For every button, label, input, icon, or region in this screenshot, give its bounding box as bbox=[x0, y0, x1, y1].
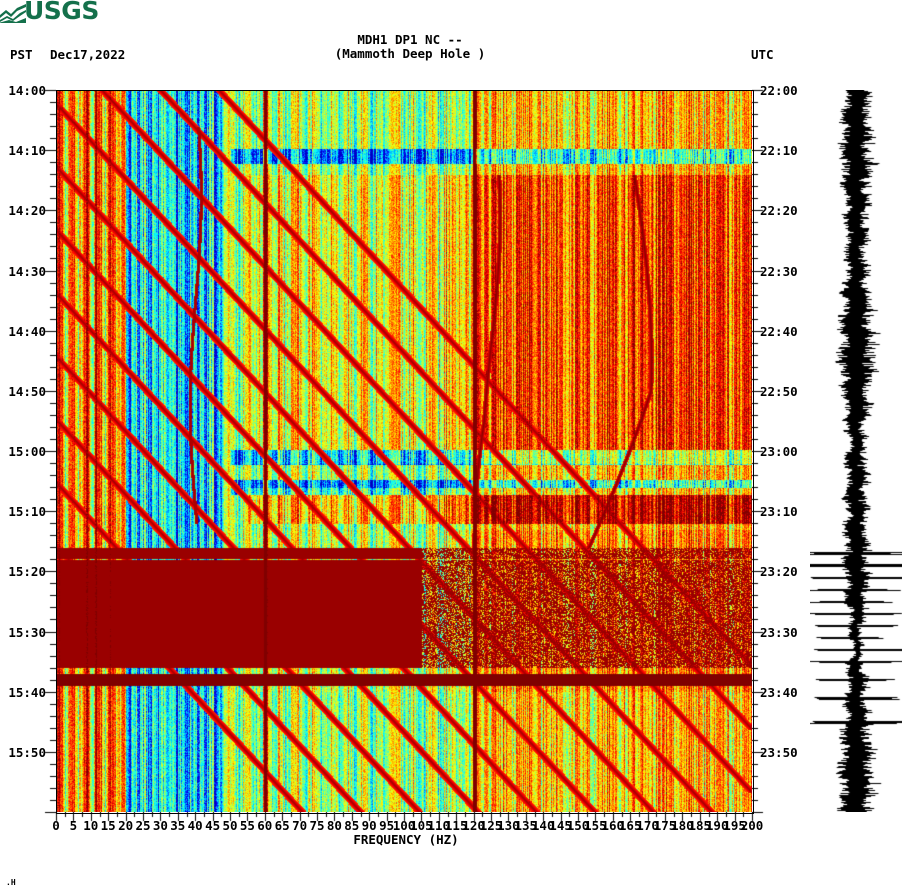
freq-tick-40: 200 bbox=[740, 818, 764, 833]
time-tick-right-1: 22:10 bbox=[760, 143, 798, 159]
freq-tick-7: 35 bbox=[170, 818, 186, 833]
time-tick-left-5: 14:50 bbox=[8, 383, 46, 399]
freq-tick-14: 70 bbox=[292, 818, 308, 833]
freq-tick-6: 30 bbox=[152, 818, 168, 833]
freq-tick-10: 50 bbox=[222, 818, 238, 833]
time-tick-right-2: 22:20 bbox=[760, 203, 798, 219]
time-tick-left-10: 15:40 bbox=[8, 684, 46, 700]
time-tick-left-0: 14:00 bbox=[8, 83, 46, 98]
freq-tick-18: 90 bbox=[361, 818, 377, 833]
freq-tick-39: 195 bbox=[723, 818, 746, 833]
station-subtitle: (Mammoth Deep Hole ) bbox=[334, 46, 486, 61]
freq-tick-33: 165 bbox=[618, 818, 642, 833]
freq-tick-15: 75 bbox=[309, 818, 325, 833]
freq-tick-24: 120 bbox=[462, 818, 485, 833]
timezone-label-right: UTC bbox=[751, 47, 774, 62]
freq-tick-30: 150 bbox=[566, 818, 590, 833]
freq-tick-12: 60 bbox=[257, 818, 273, 833]
freq-tick-38: 190 bbox=[705, 818, 729, 833]
time-tick-right-0: 22:00 bbox=[760, 83, 798, 98]
station-title: MDH1 DP1 NC -- bbox=[357, 32, 463, 47]
usgs-logo: USGS bbox=[0, 0, 99, 26]
freq-tick-36: 180 bbox=[671, 818, 694, 833]
time-tick-left-1: 14:10 bbox=[8, 143, 46, 159]
time-tick-right-6: 23:00 bbox=[760, 444, 798, 459]
time-axis-right-labels: 22:00 22:10 22:20 22:30 22:40 22:50 23:00 23:10… bbox=[760, 0, 820, 893]
time-tick-left-7: 15:10 bbox=[8, 504, 46, 520]
freq-tick-3: 15 bbox=[100, 818, 116, 833]
corner-artifact: .H bbox=[6, 878, 16, 887]
freq-tick-31: 155 bbox=[584, 818, 607, 833]
freq-tick-37: 185 bbox=[688, 818, 712, 833]
freq-tick-9: 45 bbox=[205, 818, 221, 833]
timezone-label-left: PST bbox=[10, 47, 33, 62]
freq-tick-26: 130 bbox=[497, 818, 520, 833]
time-tick-left-3: 14:30 bbox=[8, 263, 46, 279]
freq-tick-13: 65 bbox=[274, 818, 290, 833]
time-tick-right-8: 23:20 bbox=[760, 564, 798, 580]
time-tick-left-2: 14:20 bbox=[8, 203, 46, 219]
freq-tick-28: 140 bbox=[531, 818, 555, 833]
freq-tick-16: 80 bbox=[326, 818, 342, 833]
freq-tick-35: 175 bbox=[653, 818, 677, 833]
freq-tick-22: 110 bbox=[427, 818, 451, 833]
time-tick-left-8: 15:20 bbox=[8, 564, 46, 580]
freq-tick-2: 10 bbox=[83, 818, 99, 833]
frequency-axis-title: FREQUENCY (HZ) bbox=[353, 832, 459, 847]
time-tick-left-6: 15:00 bbox=[8, 444, 46, 459]
freq-tick-32: 160 bbox=[601, 818, 625, 833]
seismogram-canvas bbox=[810, 90, 902, 812]
freq-tick-23: 115 bbox=[444, 818, 468, 833]
freq-tick-1: 5 bbox=[69, 818, 78, 833]
usgs-wave-icon bbox=[0, 1, 26, 23]
time-tick-left-9: 15:30 bbox=[8, 624, 46, 640]
freq-tick-5: 25 bbox=[135, 818, 151, 833]
time-tick-right-5: 22:50 bbox=[760, 383, 798, 399]
freq-tick-27: 135 bbox=[514, 818, 538, 833]
freq-tick-34: 170 bbox=[636, 818, 659, 833]
freq-tick-29: 145 bbox=[549, 818, 572, 833]
spectrogram-plot bbox=[56, 90, 752, 812]
time-tick-right-4: 22:40 bbox=[760, 323, 798, 339]
freq-tick-8: 40 bbox=[187, 818, 203, 833]
record-date: Dec17,2022 bbox=[50, 47, 126, 62]
time-tick-left-4: 14:40 bbox=[8, 323, 46, 339]
freq-tick-11: 55 bbox=[239, 818, 255, 833]
seismogram-trace bbox=[810, 90, 902, 812]
freq-tick-19: 95 bbox=[379, 818, 395, 833]
freq-tick-21: 105 bbox=[410, 818, 433, 833]
time-tick-right-3: 22:30 bbox=[760, 263, 798, 279]
time-tick-left-11: 15:50 bbox=[8, 744, 46, 760]
frequency-axis-labels: 0 5 10 15 20 25 30 35 40 45 50 55 60 65 70 75 80 85 90 95 10… bbox=[0, 818, 800, 840]
freq-tick-17: 85 bbox=[344, 818, 360, 833]
spectrogram-canvas bbox=[56, 90, 752, 812]
freq-tick-4: 20 bbox=[118, 818, 134, 833]
freq-tick-25: 125 bbox=[479, 818, 503, 833]
freq-tick-20: 100 bbox=[392, 818, 416, 833]
usgs-wordmark: USGS bbox=[24, 0, 99, 25]
time-axis-left-labels: 14:00 14:10 14:20 14:30 14:40 14:50 15:00 15:10… bbox=[0, 0, 46, 893]
freq-tick-0: 0 bbox=[52, 818, 60, 833]
time-tick-right-7: 23:10 bbox=[760, 504, 798, 520]
time-tick-right-10: 23:40 bbox=[760, 684, 798, 700]
time-tick-right-9: 23:30 bbox=[760, 624, 798, 640]
time-tick-right-11: 23:50 bbox=[760, 744, 798, 760]
